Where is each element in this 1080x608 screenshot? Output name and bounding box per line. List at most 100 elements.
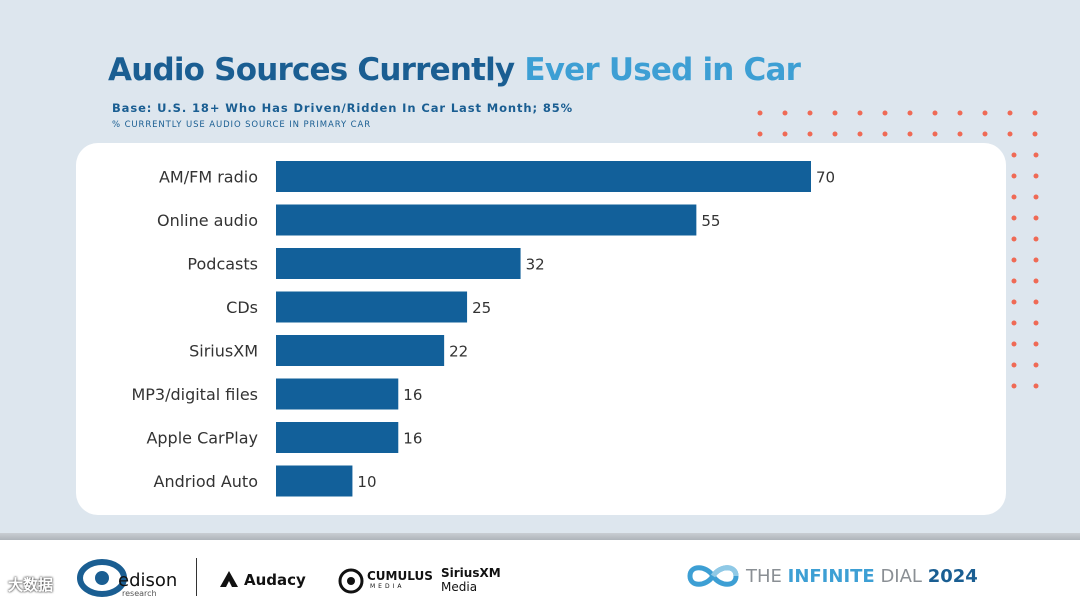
decor-dot (1032, 131, 1038, 137)
decor-dot (857, 110, 863, 116)
category-label-6: Apple CarPlay (146, 429, 258, 448)
decor-dot (832, 131, 838, 137)
bar-7 (276, 465, 353, 497)
infinite-dial-wordmark: THE INFINITE DIAL 2024 (746, 566, 978, 587)
category-label-5: MP3/digital files (131, 385, 258, 404)
category-label-0: AM/FM radio (159, 168, 258, 187)
footer-divider (0, 533, 1080, 540)
decor-dot (1007, 110, 1013, 116)
decor-dot (982, 131, 988, 137)
decor-dot (882, 131, 888, 137)
decor-dot (1011, 278, 1017, 284)
chart-card: AM/FM radio 70 Online audio 55 Podcasts 32 CDs… (76, 143, 1006, 515)
value-label-5: 16 (403, 386, 422, 404)
decor-dot (782, 110, 788, 116)
decor-dot (757, 110, 763, 116)
decor-dot (1033, 299, 1039, 305)
decor-dot (1011, 215, 1017, 221)
value-label-7: 10 (357, 473, 376, 491)
decor-dot (907, 110, 913, 116)
decor-dot (832, 110, 838, 116)
title-part-2: Ever Used in Car (524, 52, 801, 88)
decor-dot (1033, 215, 1039, 221)
audacy-wordmark: Audacy (244, 571, 306, 589)
decor-dot (807, 110, 813, 116)
decor-dot (1033, 194, 1039, 200)
decorative-dot-grid (757, 110, 1039, 389)
decor-dot (1007, 131, 1013, 137)
watermark: 大数据 (8, 577, 54, 594)
footer: edison research Audacy CUMULUS MEDIA Sir… (0, 540, 1080, 608)
value-label-1: 55 (701, 212, 720, 230)
cumulus-wordmark: CUMULUS (367, 569, 433, 583)
category-label-2: Podcasts (187, 255, 258, 274)
decor-dot (857, 131, 863, 137)
bar-5 (276, 378, 399, 410)
decor-dot (1011, 236, 1017, 242)
value-label-4: 22 (449, 343, 468, 361)
decor-dot (932, 131, 938, 137)
edison-swirl-icon (77, 559, 127, 597)
chart-title: Audio Sources Currently Ever Used in Car (108, 52, 801, 88)
decor-dot (957, 131, 963, 137)
decor-dot (1033, 383, 1039, 389)
category-label-7: Andriod Auto (154, 472, 258, 491)
category-label-3: CDs (226, 298, 258, 317)
bar-0 (276, 161, 811, 192)
edison-wordmark: edison (118, 570, 178, 591)
chart-subtitle: Base: U.S. 18+ Who Has Driven/Ridden In … (112, 101, 574, 115)
decor-dot (1011, 362, 1017, 368)
decor-dot (1011, 299, 1017, 305)
bar-4 (276, 335, 445, 366)
edison-subtext: research (122, 589, 157, 598)
title-part-1: Audio Sources Currently (108, 52, 515, 88)
dial-prefix: THE (746, 566, 788, 587)
decor-dot (1011, 320, 1017, 326)
decor-dot (1011, 341, 1017, 347)
decor-dot (807, 131, 813, 137)
decor-dot (1032, 110, 1038, 116)
decor-dot (782, 131, 788, 137)
decor-dot (1033, 236, 1039, 242)
value-label-0: 70 (816, 169, 835, 187)
dial-year: 2024 (927, 566, 978, 587)
decor-dot (1033, 320, 1039, 326)
value-label-6: 16 (403, 430, 422, 448)
decor-dot (1033, 362, 1039, 368)
bar-3 (276, 291, 468, 323)
siriusxm-wordmark: SiriusXM (441, 566, 501, 580)
logo-separator (196, 558, 197, 596)
value-label-3: 25 (472, 299, 491, 317)
decor-dot (1033, 257, 1039, 263)
decor-dot (1011, 194, 1017, 200)
audacy-icon (220, 571, 238, 587)
dial-suffix: DIAL (874, 566, 922, 587)
bar-1 (276, 204, 697, 236)
decor-dot (1011, 257, 1017, 263)
decor-dot (1011, 173, 1017, 179)
decor-dot (1011, 383, 1017, 389)
decor-dot (1033, 152, 1039, 158)
bar-2 (276, 248, 521, 279)
bar-chart: AM/FM radio 70 Online audio 55 Podcasts 32 CDs… (131, 161, 835, 497)
value-label-2: 32 (526, 256, 545, 274)
decor-dot (1033, 278, 1039, 284)
decor-dot (757, 131, 763, 137)
chart-subnote: % CURRENTLY USE AUDIO SOURCE IN PRIMARY … (112, 120, 372, 130)
cumulus-icon (338, 568, 364, 594)
decor-dot (1033, 173, 1039, 179)
infinity-icon (687, 565, 739, 587)
dial-infinite: INFINITE (787, 566, 875, 587)
decor-dot (932, 110, 938, 116)
decor-dot (982, 110, 988, 116)
cumulus-subtext: MEDIA (370, 583, 405, 590)
decor-dot (957, 110, 963, 116)
category-label-1: Online audio (157, 211, 258, 230)
decor-dot (1033, 341, 1039, 347)
decor-dot (882, 110, 888, 116)
decor-dot (1011, 152, 1017, 158)
decor-dot (907, 131, 913, 137)
bar-6 (276, 422, 399, 453)
siriusxm-subtext: Media (441, 580, 478, 594)
category-label-4: SiriusXM (189, 342, 258, 361)
